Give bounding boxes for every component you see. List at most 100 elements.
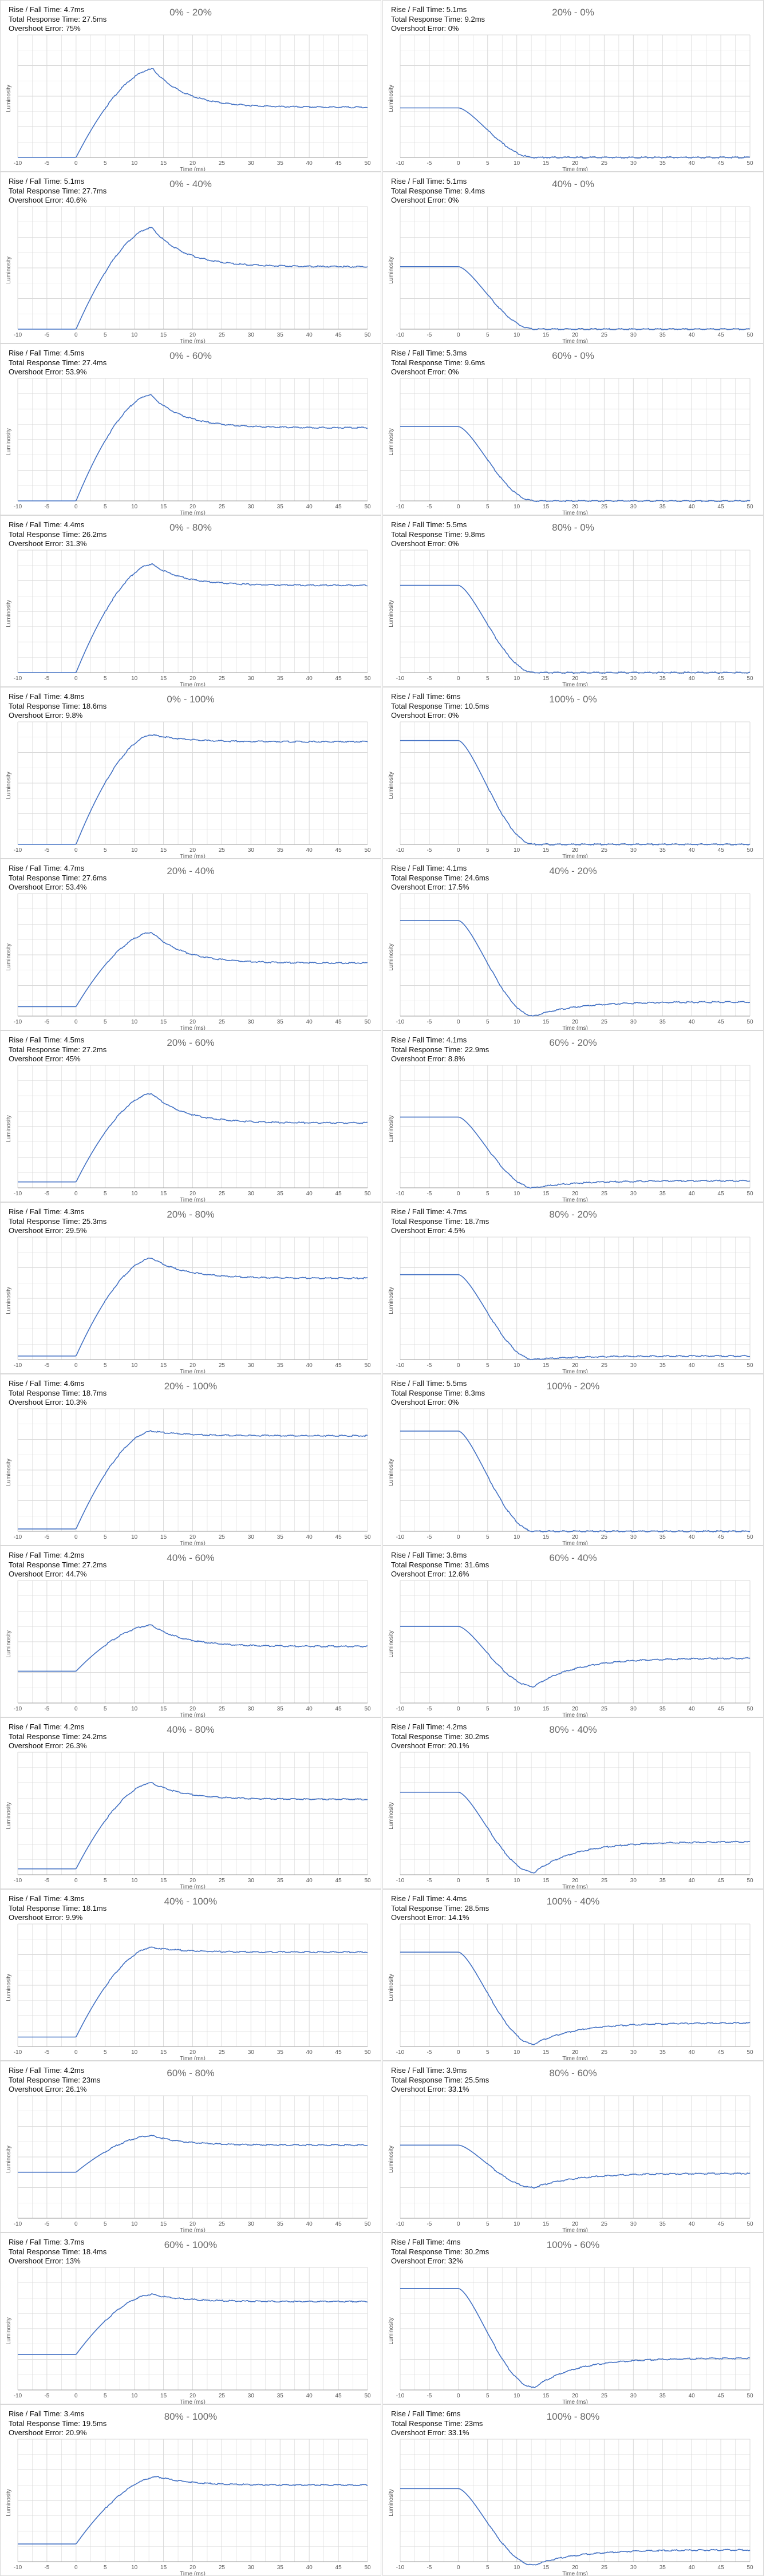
x-tick-label: 40 <box>689 847 696 854</box>
x-tick-label: 50 <box>747 1878 753 1884</box>
x-tick-label: 30 <box>630 1191 637 1197</box>
x-tick-label: 15 <box>160 2049 167 2056</box>
x-tick-label: 15 <box>160 160 167 167</box>
x-tick-label: -10 <box>396 504 405 510</box>
plot-area: -10 -5 0 5 10 15 20 25 30 35 40 45 50 Time (ms) Lumino… <box>6 1923 371 2061</box>
x-tick-label: 5 <box>104 504 107 510</box>
x-tick-label: 5 <box>486 1706 489 1712</box>
chart-title: 40% - 60% <box>167 1552 215 1563</box>
plot-area: -10 -5 0 5 10 15 20 25 30 35 40 45 50 Time (ms) Lumino… <box>6 2439 371 2575</box>
x-axis-label: Time (ms) <box>180 854 206 859</box>
x-tick-label: 25 <box>601 160 608 167</box>
x-tick-label: 20 <box>189 1534 196 1540</box>
x-tick-label: 5 <box>486 2565 489 2571</box>
x-tick-label: 50 <box>364 2221 371 2227</box>
x-tick-label: 10 <box>514 1362 520 1369</box>
total-response-time: Total Response Time: 9.6ms <box>391 358 485 367</box>
y-axis-label: Luminosity <box>6 428 12 456</box>
x-tick-label: 35 <box>277 847 284 854</box>
stats-block: Rise / Fall Time: 4.3ms Total Response Ti… <box>9 1894 106 1923</box>
x-tick-label: -5 <box>44 2049 49 2056</box>
x-tick-label: -5 <box>44 1706 49 1712</box>
rise-fall-time: Rise / Fall Time: 4.8ms <box>9 692 85 701</box>
chart-title: 20% - 0% <box>552 7 594 18</box>
stats-block: Rise / Fall Time: 4.3ms Total Response Ti… <box>9 1207 106 1236</box>
x-tick-label: 5 <box>104 332 107 338</box>
x-tick-label: 50 <box>364 2393 371 2399</box>
x-tick-label: 10 <box>131 2049 138 2056</box>
x-tick-label: 15 <box>160 1019 167 1025</box>
plot-area: -10 -5 0 5 10 15 20 25 30 35 40 45 50 Time (ms) Lumino… <box>6 1236 371 1373</box>
rise-fall-time: Rise / Fall Time: 4.5ms <box>9 349 85 357</box>
y-axis-label: Luminosity <box>388 1459 394 1486</box>
stats-block: Rise / Fall Time: 3.8ms Total Response Ti… <box>391 1551 489 1579</box>
x-tick-label: 30 <box>248 1362 255 1369</box>
x-axis-label: Time (ms) <box>180 2056 206 2061</box>
x-tick-label: 20 <box>572 2565 579 2571</box>
x-tick-label: -5 <box>427 2565 432 2571</box>
x-axis-label: Time (ms) <box>562 682 588 687</box>
x-tick-label: 10 <box>131 1362 138 1369</box>
x-tick-label: -5 <box>44 2393 49 2399</box>
chart-title: 20% - 80% <box>167 1209 215 1220</box>
plot-area: -10 -5 0 5 10 15 20 25 30 35 40 45 50 Time (ms) Lumino… <box>6 34 371 171</box>
chart-panel: Rise / Fall Time: 4.7ms Total Response Ti… <box>0 859 381 1030</box>
overshoot-error: Overshoot Error: 40.6% <box>9 196 87 204</box>
y-axis-label: Luminosity <box>388 1287 394 1314</box>
chart-panel: Rise / Fall Time: 4.2ms Total Response Ti… <box>382 1717 764 1889</box>
x-tick-label: 45 <box>335 1706 342 1712</box>
x-tick-label: 25 <box>601 675 608 682</box>
overshoot-error: Overshoot Error: 33.1% <box>391 2085 469 2093</box>
y-axis-label: Luminosity <box>388 428 394 456</box>
x-tick-label: 15 <box>160 2393 167 2399</box>
x-tick-label: 45 <box>718 332 725 338</box>
chart-title: 100% - 80% <box>546 2411 600 2422</box>
x-tick-label: 0 <box>457 2049 460 2056</box>
chart-panel: Rise / Fall Time: 4.5ms Total Response Ti… <box>0 343 381 515</box>
x-tick-label: 10 <box>131 2221 138 2227</box>
x-tick-label: -5 <box>44 160 49 167</box>
y-axis-label: Luminosity <box>6 1287 12 1314</box>
chart-panel: Rise / Fall Time: 5.3ms Total Response Ti… <box>382 343 764 515</box>
x-tick-label: 15 <box>543 2049 550 2056</box>
x-axis-label: Time (ms) <box>562 1025 588 1030</box>
y-axis-label: Luminosity <box>388 772 394 799</box>
stats-block: Rise / Fall Time: 3.7ms Total Response Ti… <box>9 2238 106 2266</box>
x-tick-label: 45 <box>718 160 725 167</box>
x-tick-label: 50 <box>364 847 371 854</box>
x-tick-label: 25 <box>219 1706 226 1712</box>
x-tick-label: 15 <box>543 2565 550 2571</box>
total-response-time: Total Response Time: 30.2ms <box>391 2247 489 2256</box>
chart-title: 80% - 60% <box>549 2068 597 2079</box>
x-tick-label: -5 <box>427 1706 432 1712</box>
x-tick-label: 30 <box>630 504 637 510</box>
total-response-time: Total Response Time: 18.7ms <box>9 1388 107 1397</box>
overshoot-error: Overshoot Error: 26.1% <box>9 2085 87 2093</box>
rise-fall-time: Rise / Fall Time: 4.2ms <box>9 1551 85 1559</box>
total-response-time: Total Response Time: 23ms <box>391 2419 483 2428</box>
plot-area: -10 -5 0 5 10 15 20 25 30 35 40 45 50 Time (ms) Lumino… <box>388 1236 753 1373</box>
rise-fall-time: Rise / Fall Time: 5.1ms <box>9 177 85 185</box>
x-tick-label: 45 <box>335 847 342 854</box>
stats-block: Rise / Fall Time: 4ms Total Response Time… <box>391 2238 489 2266</box>
x-tick-label: 35 <box>660 1019 666 1025</box>
plot-area: -10 -5 0 5 10 15 20 25 30 35 40 45 50 Time (ms) Lumino… <box>6 550 371 686</box>
x-tick-label: 15 <box>160 847 167 854</box>
x-tick-label: 35 <box>277 2221 284 2227</box>
x-tick-label: 40 <box>689 2221 696 2227</box>
y-axis-label: Luminosity <box>6 1974 12 2001</box>
chart-title: 40% - 100% <box>164 1896 218 1907</box>
y-axis-label: Luminosity <box>6 85 12 112</box>
x-tick-label: 45 <box>335 1534 342 1540</box>
x-tick-label: -10 <box>396 1191 405 1197</box>
x-tick-label: 5 <box>486 1878 489 1884</box>
x-tick-label: 45 <box>718 504 725 510</box>
x-tick-label: 5 <box>486 1019 489 1025</box>
rise-fall-time: Rise / Fall Time: 6ms <box>391 692 461 701</box>
x-tick-label: -10 <box>14 1362 22 1369</box>
x-tick-label: 25 <box>219 1534 226 1540</box>
x-tick-label: 20 <box>189 2565 196 2571</box>
x-tick-label: 0 <box>74 2049 78 2056</box>
x-tick-label: 40 <box>689 675 696 682</box>
x-tick-label: 25 <box>601 1534 608 1540</box>
